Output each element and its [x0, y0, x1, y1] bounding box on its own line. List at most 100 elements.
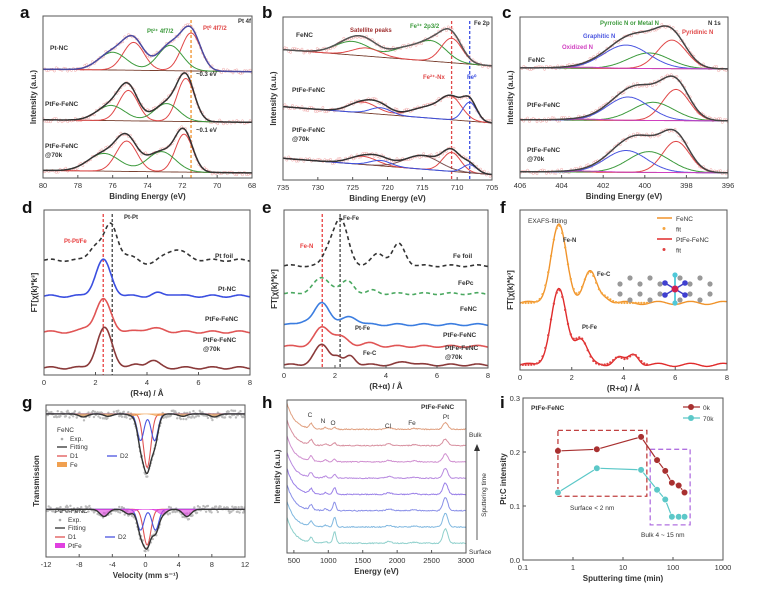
fit-point [617, 301, 620, 304]
data-point-0k [637, 433, 645, 441]
data-point [117, 510, 120, 514]
data-point [560, 167, 563, 171]
carbon-atom [687, 281, 693, 287]
series-label: FeNC [528, 57, 545, 64]
data-point [229, 416, 232, 419]
axial-atom [672, 300, 678, 306]
data-point [329, 158, 332, 161]
data-point [726, 120, 728, 124]
data-point [435, 34, 439, 38]
fit-point [563, 308, 567, 312]
x-tick-label: 2 [333, 371, 337, 380]
x-tick-label: 0 [518, 373, 522, 382]
data-point [654, 28, 658, 32]
series-line [284, 325, 488, 348]
spectrum-line [287, 452, 466, 480]
region-box [557, 429, 648, 497]
x-tick-label: 6 [196, 378, 200, 387]
fit-point [524, 301, 527, 305]
data-point [196, 505, 200, 508]
data-point [191, 414, 194, 418]
envelope-line [520, 25, 728, 70]
data-point [216, 411, 220, 414]
carbon-atom [687, 291, 693, 297]
fit-point [600, 292, 604, 295]
legend-label: PtFe-FeNC [676, 237, 709, 244]
fit-point [623, 301, 626, 305]
legend-label: FeNC [676, 216, 693, 223]
fit-point [538, 297, 541, 301]
series-label: FePc [458, 280, 474, 287]
series-label: PtFe-FeNC [443, 332, 477, 339]
data-point [720, 121, 724, 124]
data-point [550, 116, 554, 120]
annotation: Oxidized N [562, 45, 593, 51]
series-label: @70k [445, 354, 463, 361]
x-tick-label: -12 [41, 560, 52, 569]
data-point [175, 417, 179, 420]
annotation: Fe²⁺-Nx [423, 74, 445, 81]
legend-label: Fitting [70, 444, 88, 451]
fit-point [569, 277, 573, 281]
series-label: Pt-NC [218, 286, 236, 293]
data-point [96, 411, 99, 414]
data-point [675, 75, 679, 78]
data-point [579, 165, 582, 169]
series-label: PtFe-FeNC [45, 101, 79, 108]
panel-letter: c [502, 3, 511, 22]
plot-area-c [520, 23, 728, 176]
fit-point [535, 300, 539, 303]
fit-point [606, 362, 609, 366]
nitrogen-atom [682, 280, 688, 286]
data-point [151, 537, 154, 541]
data-point [219, 505, 222, 508]
data-point [49, 506, 52, 509]
spectrum-line [287, 468, 466, 496]
data-point [147, 549, 150, 552]
data-point [192, 409, 195, 413]
x-tick-label: 0 [42, 378, 46, 387]
fit-point [643, 362, 646, 365]
series-line [284, 217, 488, 268]
fit-point [620, 301, 623, 305]
fit-point [572, 287, 575, 291]
series-label: PtFe-FeNC [527, 102, 561, 109]
series-line [520, 223, 727, 306]
data-point [167, 505, 171, 509]
data-point [719, 169, 722, 172]
fit-point [623, 357, 626, 361]
carbon-atom [707, 291, 713, 297]
data-point-0k [593, 445, 601, 453]
data-point [53, 69, 56, 73]
data-point [230, 510, 233, 513]
x-tick-label: 1000 [715, 563, 732, 572]
carbon-atom [627, 297, 633, 303]
fit-point [595, 281, 598, 284]
data-point [528, 120, 531, 123]
fit-point [620, 356, 623, 360]
fit-point [555, 291, 558, 294]
fit-point [600, 363, 604, 366]
annotation: Pt-Fe [582, 325, 598, 331]
data-point [236, 510, 239, 513]
carbon-atom [647, 297, 653, 303]
panel-letter: d [22, 198, 32, 217]
legend-marker [688, 404, 694, 410]
data-point [120, 415, 124, 418]
fit-point [578, 336, 581, 339]
series-label: @70k [203, 346, 221, 353]
data-point [86, 506, 89, 509]
x-tick-label: 100 [667, 563, 680, 572]
data-point [46, 409, 49, 412]
x-tick-label: 76 [108, 181, 116, 190]
data-point [221, 415, 224, 419]
data-point [242, 509, 245, 512]
data-point [283, 107, 285, 111]
data-point [325, 49, 329, 52]
x-tick-label: 8 [210, 560, 214, 569]
data-point [122, 410, 125, 414]
series-line [520, 287, 727, 368]
x-tick-label: 3000 [458, 556, 475, 565]
data-point [120, 505, 124, 509]
x-tick-label: 398 [680, 181, 693, 190]
